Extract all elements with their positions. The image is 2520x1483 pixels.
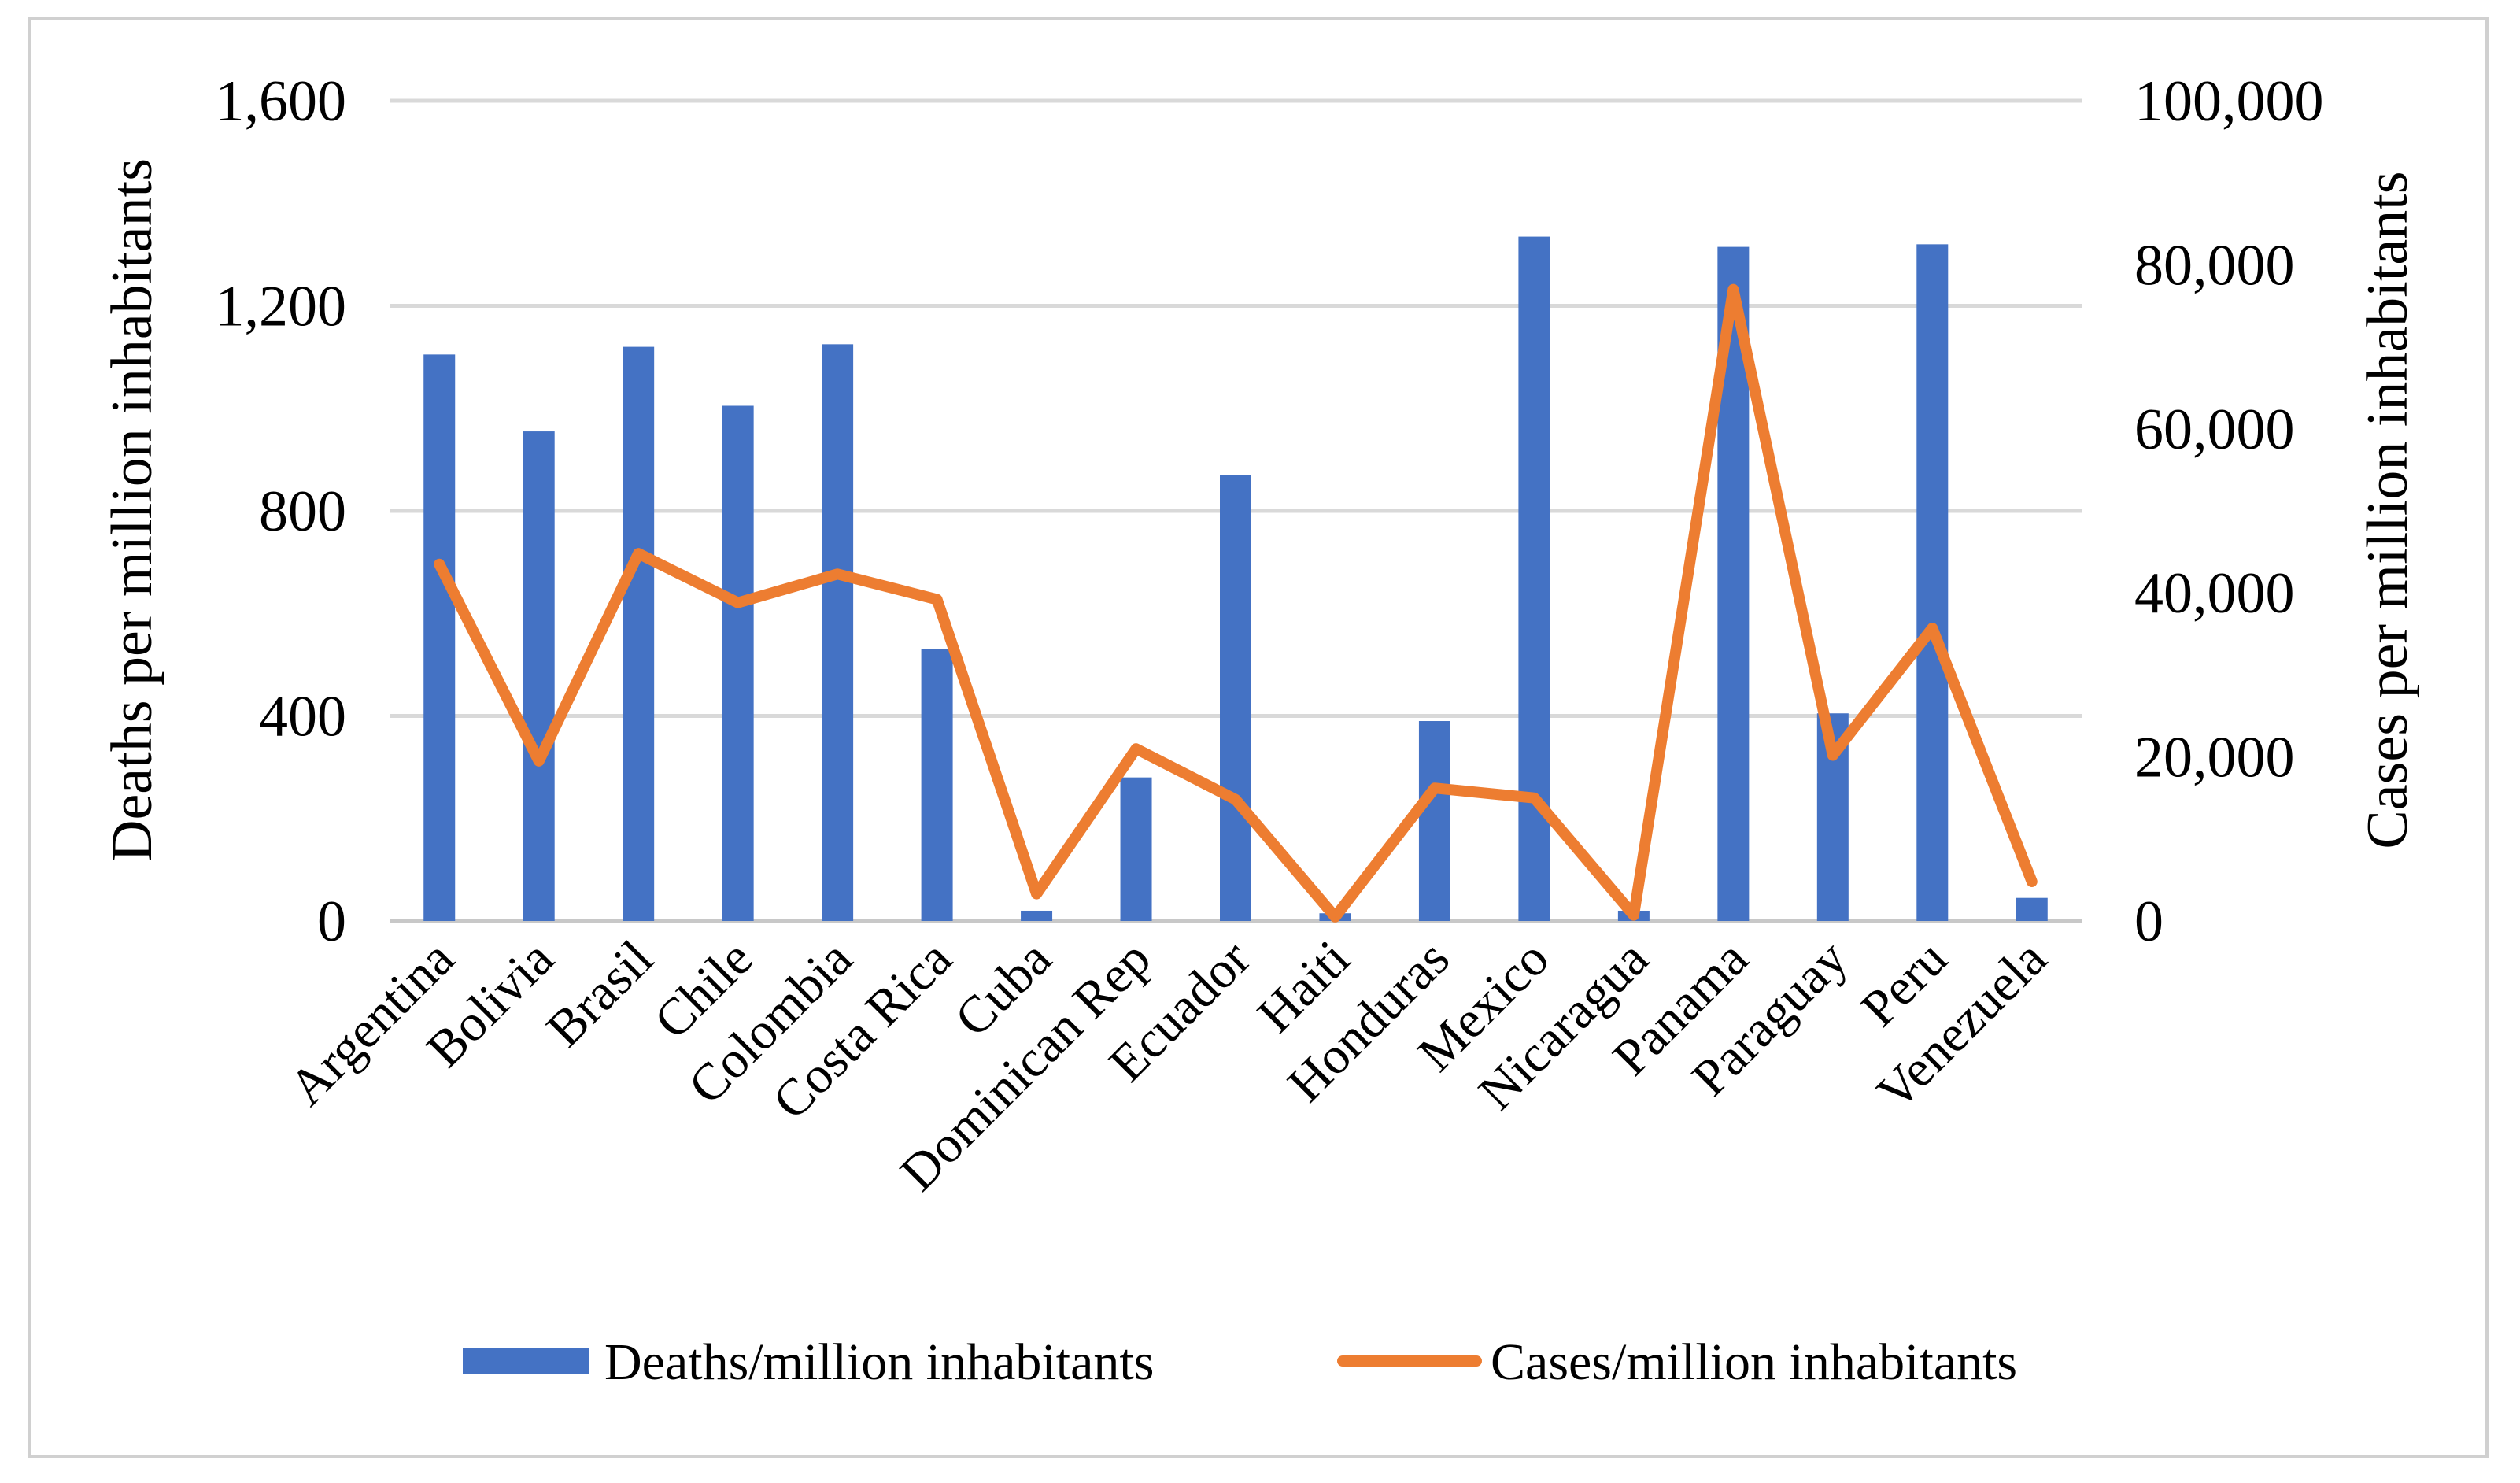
legend: Deaths/million inhabitants Cases/million… — [463, 1333, 2017, 1391]
y2-tick-label: 0 — [2134, 889, 2163, 954]
y-tick-label: 800 — [259, 479, 346, 544]
line-point — [837, 573, 838, 575]
y-tick-label: 1,200 — [216, 275, 347, 339]
bar — [423, 354, 456, 921]
bar — [1021, 910, 1053, 921]
line-point — [1434, 787, 1436, 789]
chart-frame — [28, 17, 2489, 1458]
legend-label-cases: Cases/million inhabitants — [1491, 1333, 2017, 1391]
bar — [523, 431, 555, 921]
bar — [1220, 475, 1251, 921]
legend-label-deaths: Deaths/million inhabitants — [604, 1333, 1154, 1391]
bar — [722, 405, 754, 921]
y-tick-label: 1,600 — [216, 69, 347, 134]
y2-axis-title: Cases per million inhabitants — [2356, 171, 2420, 849]
bar — [822, 344, 854, 921]
line-point — [1334, 916, 1336, 918]
line-point — [1732, 289, 1734, 290]
bar — [1120, 777, 1152, 921]
line-point — [2031, 881, 2033, 882]
line-point — [637, 553, 639, 554]
y2-tick-label: 100,000 — [2134, 69, 2324, 134]
x-axis-ticks: ArgentinaBoliviaBrasilChileColombiaCosta… — [278, 930, 2057, 1202]
y2-tick-label: 40,000 — [2134, 561, 2295, 626]
bar — [921, 649, 953, 921]
y2-tick-label: 60,000 — [2134, 398, 2295, 462]
bar — [2016, 897, 2048, 921]
y-tick-label: 0 — [317, 889, 346, 954]
line-point — [737, 602, 739, 604]
bar — [623, 346, 655, 922]
legend-swatch-deaths — [463, 1348, 589, 1374]
line-point — [1832, 755, 1834, 756]
left-axis-ticks: 0 400 800 1,200 1,600 — [216, 69, 347, 954]
line-point — [1533, 797, 1535, 799]
right-axis-ticks: 0 20,000 40,000 60,000 80,000 100,000 — [2134, 69, 2324, 954]
line-series — [434, 283, 2038, 923]
line-point — [1036, 893, 1037, 895]
y-axis-title: Deaths per million inhabitants — [100, 158, 164, 862]
bar-series — [423, 236, 2048, 922]
line-point — [538, 760, 540, 762]
x-tick-label: Brasil — [536, 930, 664, 1058]
bar — [1418, 721, 1450, 921]
y2-tick-label: 20,000 — [2134, 726, 2295, 790]
y-tick-label: 400 — [259, 685, 346, 749]
bar — [1916, 244, 1949, 922]
y2-tick-label: 80,000 — [2134, 233, 2295, 298]
line-point — [1931, 627, 1933, 629]
